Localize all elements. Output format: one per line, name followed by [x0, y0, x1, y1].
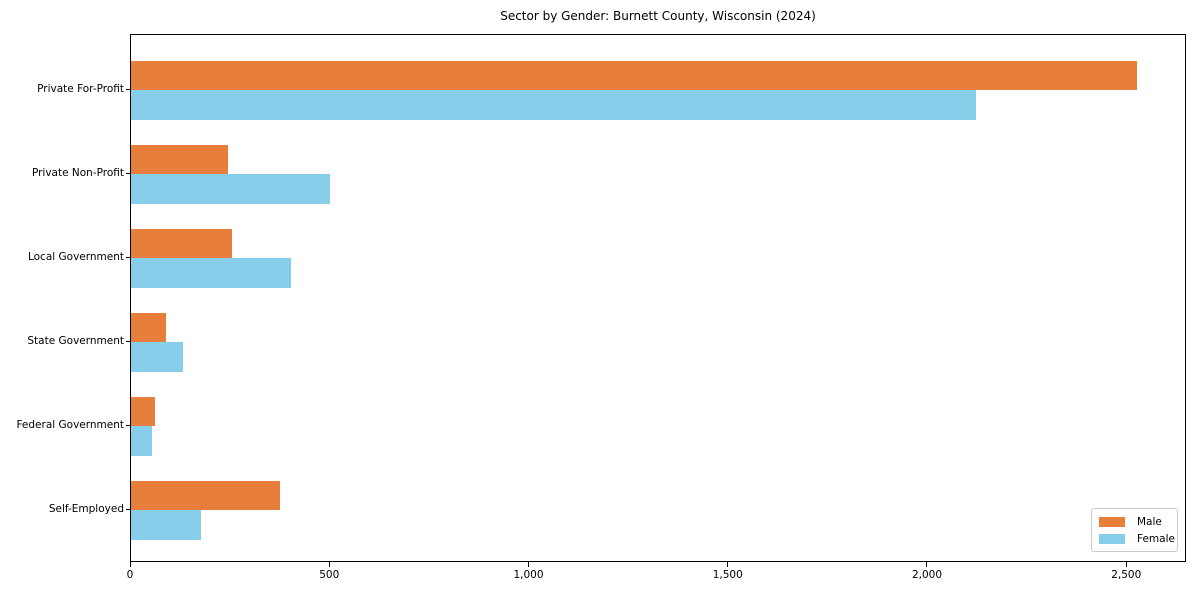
- ytick-label-local-government: Local Government: [27, 251, 124, 263]
- bar-federal-government-female: [131, 426, 153, 456]
- bar-private-for-profit-male: [131, 60, 1138, 90]
- xtick-mark-2500: [1125, 562, 1127, 567]
- xtick-label-2500: 2,500: [1111, 569, 1142, 581]
- chart-title: Sector by Gender: Burnett County, Wiscon…: [500, 9, 816, 23]
- ytick-label-state-government: State Government: [27, 335, 124, 347]
- ytick-mark-federal-government: [125, 424, 130, 426]
- legend-row-female: Female: [1099, 531, 1177, 547]
- legend-row-male: Male: [1099, 514, 1177, 530]
- bar-state-government-female: [131, 342, 183, 372]
- xtick-mark-500: [328, 562, 330, 567]
- xtick-mark-2000: [926, 562, 928, 567]
- bar-private-for-profit-female: [131, 90, 976, 120]
- xtick-mark-1500: [727, 562, 729, 567]
- legend: Male Female: [1091, 508, 1178, 552]
- bar-private-non-profit-male: [131, 144, 228, 174]
- bar-local-government-female: [131, 258, 291, 288]
- ytick-label-self-employed: Self-Employed: [48, 503, 124, 515]
- xtick-label-0: 0: [126, 569, 134, 581]
- ytick-label-private-for-profit: Private For-Profit: [37, 83, 124, 95]
- xtick-mark-0: [129, 562, 131, 567]
- legend-swatch-female: [1099, 534, 1125, 544]
- xtick-label-2000: 2,000: [911, 569, 942, 581]
- xtick-label-500: 500: [319, 569, 340, 581]
- bar-private-non-profit-female: [131, 174, 331, 204]
- xtick-label-1500: 1,500: [712, 569, 743, 581]
- xtick-label-1000: 1,000: [513, 569, 544, 581]
- ytick-mark-private-for-profit: [125, 88, 130, 90]
- bar-self-employed-female: [131, 510, 202, 540]
- legend-label-female: Female: [1137, 533, 1175, 545]
- ytick-mark-state-government: [125, 340, 130, 342]
- bar-state-government-male: [131, 312, 167, 342]
- bars-layer: [131, 35, 1185, 561]
- legend-swatch-male: [1099, 517, 1125, 527]
- ytick-label-private-non-profit: Private Non-Profit: [31, 167, 124, 179]
- plot-area: [130, 34, 1186, 562]
- bar-local-government-male: [131, 228, 232, 258]
- ytick-label-federal-government: Federal Government: [16, 419, 124, 431]
- ytick-mark-local-government: [125, 256, 130, 258]
- bar-self-employed-male: [131, 480, 280, 510]
- ytick-mark-self-employed: [125, 508, 130, 510]
- legend-label-male: Male: [1137, 516, 1162, 528]
- bar-federal-government-male: [131, 396, 156, 426]
- xtick-mark-1000: [527, 562, 529, 567]
- ytick-mark-private-non-profit: [125, 172, 130, 174]
